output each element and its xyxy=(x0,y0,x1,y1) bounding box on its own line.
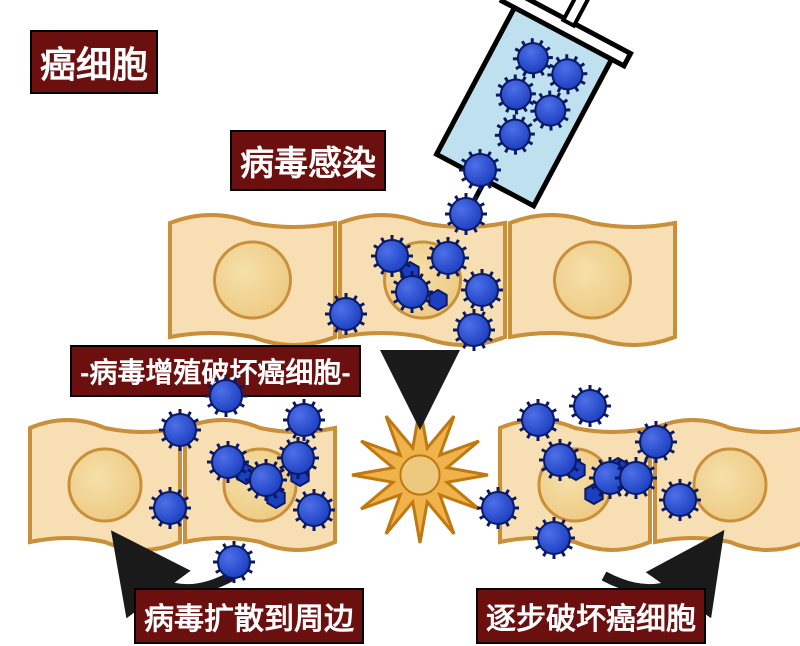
virus-icon xyxy=(213,541,255,583)
virus-icon xyxy=(149,487,191,529)
virus-icon xyxy=(635,421,677,463)
virus-icon xyxy=(659,479,701,521)
virus-icon xyxy=(283,399,325,441)
virus-icon xyxy=(517,399,559,441)
virus-icon xyxy=(427,237,469,279)
diagram-overlay-svg xyxy=(0,0,800,646)
virus-icon xyxy=(391,271,433,313)
virus-icon xyxy=(461,269,503,311)
virus-icon xyxy=(245,459,287,501)
virus-icon xyxy=(569,385,611,427)
virus-icon xyxy=(539,439,581,481)
virus-icon xyxy=(533,517,575,559)
virus-icon xyxy=(159,409,201,451)
virus-icon xyxy=(293,489,335,531)
virus-icon xyxy=(325,293,367,335)
virus-icon xyxy=(205,375,247,417)
virus-icon xyxy=(277,437,319,479)
virus-icon xyxy=(459,149,501,191)
virus-icon xyxy=(453,309,495,351)
virus-icon xyxy=(615,457,657,499)
virus-icon xyxy=(477,487,519,529)
virus-icon xyxy=(445,193,487,235)
virus-icon xyxy=(207,441,249,483)
diagram-stage: 癌细胞 病毒感染 -病毒增殖破坏癌细胞- 病毒扩散到周边 逐步破坏癌细胞 xyxy=(0,0,800,646)
virus-icon xyxy=(371,235,413,277)
